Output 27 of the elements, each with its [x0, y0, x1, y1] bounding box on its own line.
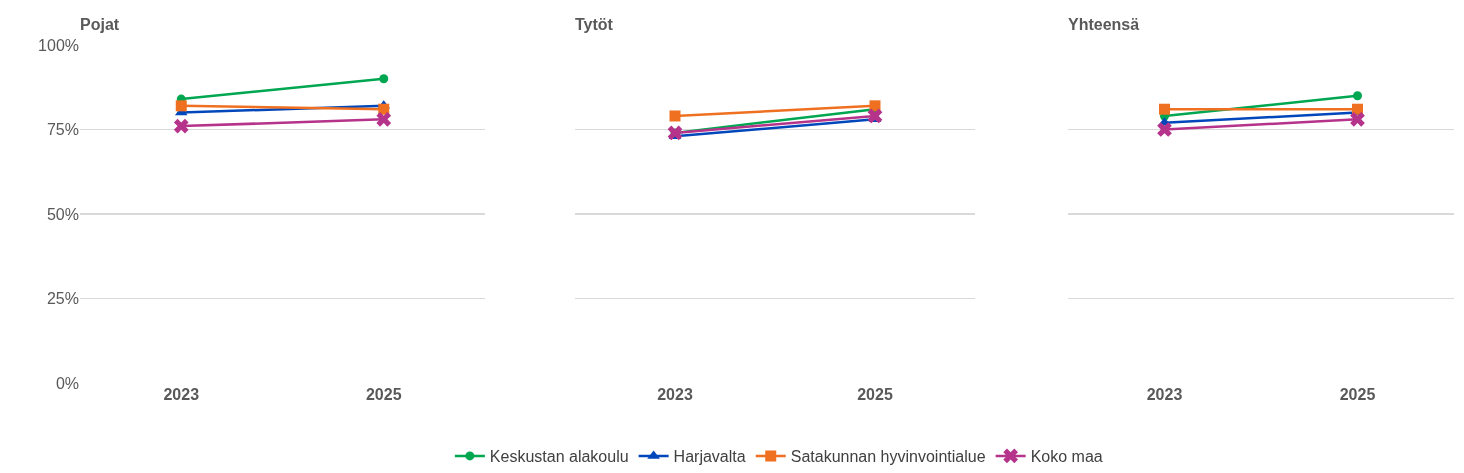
x-tick-label: 2025 [1339, 386, 1376, 403]
x-tick-label: 2023 [1146, 386, 1183, 403]
point [869, 100, 881, 112]
x-tick-label: 2023 [657, 386, 693, 403]
point [376, 112, 392, 127]
point [173, 118, 189, 134]
y-tick-label: 75% [46, 121, 79, 139]
y-tick-label: 100% [38, 36, 79, 54]
point [1157, 122, 1172, 137]
legend-label: Satakunnan hyvinvointialue [790, 448, 986, 466]
legend-label: Koko maa [1030, 448, 1103, 466]
point [1350, 112, 1365, 127]
y-tick-label: 0% [55, 374, 79, 392]
y-tick-label: 25% [46, 290, 79, 308]
point [1353, 91, 1362, 101]
x-tick-label: 2025 [365, 386, 402, 403]
legend-label: Harjavalta [673, 448, 746, 466]
point [379, 74, 389, 84]
chart-title: Yhteensä [1068, 15, 1140, 33]
chart-title: Pojat [80, 15, 120, 33]
chart-title: Tytöt [575, 15, 614, 33]
legend-label: Keskustan alakoulu [489, 448, 629, 466]
y-tick-label: 50% [46, 205, 79, 223]
x-tick-label: 2025 [857, 386, 893, 403]
point [1159, 103, 1170, 115]
x-tick-label: 2023 [163, 386, 200, 403]
point [669, 110, 681, 122]
